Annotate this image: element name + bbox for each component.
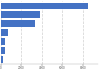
Bar [1,3,88,9]
Bar [1,11,40,18]
Bar [1,38,5,45]
Bar [1,56,3,63]
Bar [1,29,8,36]
Bar [1,47,5,54]
Bar [1,20,35,27]
